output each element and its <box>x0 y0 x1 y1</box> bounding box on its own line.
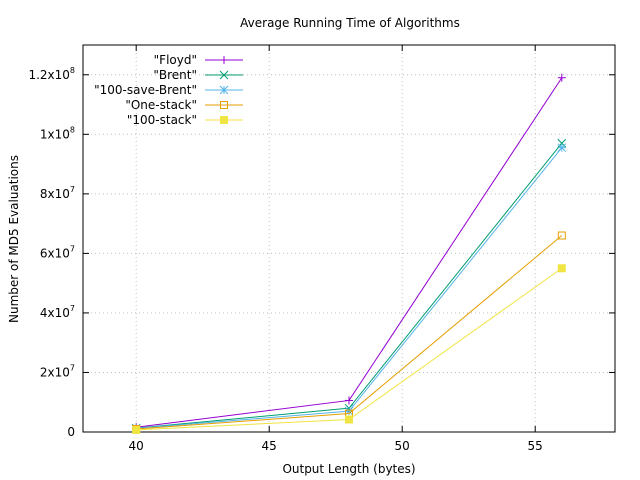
y-axis-label: Number of MD5 Evaluations <box>7 155 21 323</box>
ticks-layer: 40 45 50 55 0 2x107 4x107 6x107 8x107 1x108 1.2x10… <box>28 45 615 453</box>
series-line <box>136 267 563 431</box>
series-line <box>136 235 563 430</box>
data-point <box>557 138 567 148</box>
legend-marker <box>219 85 229 95</box>
legend-marker <box>220 101 228 109</box>
legend-entry-label: "One-stack" <box>125 98 197 112</box>
plot-frame <box>82 44 616 433</box>
legend-marker <box>219 70 229 80</box>
data-point <box>132 425 141 434</box>
y-tick-label: 2x107 <box>40 363 75 379</box>
y-tick-label: 6x107 <box>40 244 75 260</box>
series-line <box>136 147 563 429</box>
legend-marker <box>220 116 228 124</box>
data-point <box>345 415 353 424</box>
legend-entry-label: "Brent" <box>153 68 197 82</box>
data-point <box>557 264 566 273</box>
x-axis-label: Output Length (bytes) <box>282 462 415 476</box>
data-point <box>557 231 566 240</box>
y-tick-label: 1x108 <box>40 125 75 141</box>
y-tick-label: 1.2x108 <box>28 66 75 82</box>
series-line <box>136 77 563 428</box>
data-point <box>557 143 567 153</box>
x-tick-label: 45 <box>262 439 277 453</box>
x-tick-label: 40 <box>129 439 144 453</box>
series-layer <box>131 73 567 434</box>
y-tick-label: 4x107 <box>40 304 75 320</box>
legend-marker <box>220 56 228 64</box>
legend: "Floyd""Brent""100-save-Brent""One-stack… <box>94 53 243 127</box>
y-tick-label: 8x107 <box>40 185 75 201</box>
grid-layer <box>83 45 615 432</box>
x-tick-label: 50 <box>395 439 410 453</box>
x-tick-label: 55 <box>528 439 543 453</box>
legend-entry-label: "Floyd" <box>154 53 197 67</box>
data-point <box>557 73 566 82</box>
data-point <box>345 396 353 405</box>
chart-title: Average Running Time of Algorithms <box>240 16 460 30</box>
legend-entry-label: "100-save-Brent" <box>94 83 197 97</box>
y-tick-label: 0 <box>67 425 75 439</box>
legend-entry-label: "100-stack" <box>127 113 197 127</box>
series-line <box>136 142 563 429</box>
